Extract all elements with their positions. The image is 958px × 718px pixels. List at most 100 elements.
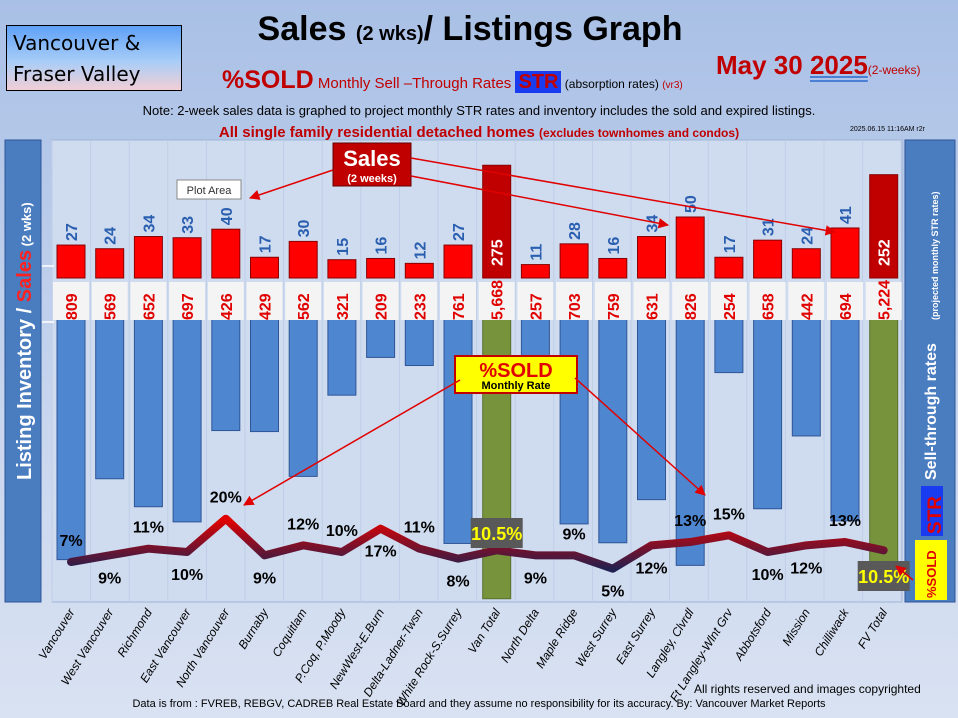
sales-bar (56, 244, 86, 279)
sold-badge-bg (915, 540, 947, 600)
str-label: 10% (752, 567, 784, 584)
subtitle-text: Monthly Sell –Through Rates (313, 75, 516, 92)
str-badge-bg (921, 486, 943, 536)
callout-arrow (243, 379, 461, 506)
sales-label: 34 (645, 215, 662, 233)
str-label: 5% (601, 584, 624, 601)
listing-bar (559, 286, 589, 525)
str-label: 9% (563, 526, 586, 543)
sales-bar (211, 228, 241, 279)
sales-label: 33 (180, 216, 197, 234)
sales-bar (443, 244, 473, 279)
sales-bar (598, 257, 628, 279)
sfr-small: (excludes townhomes and condos) (539, 126, 740, 140)
sfr-text: All single family residential detached h… (218, 124, 540, 141)
sales-label: 275 (490, 239, 507, 266)
listing-label-bg (594, 282, 631, 320)
str-label: 9% (98, 570, 121, 587)
date-suffix: (2-weeks) (867, 63, 921, 77)
sales-bar (172, 237, 202, 279)
listing-label-bg (246, 282, 283, 320)
x-tick-label: Abbotsford (731, 606, 774, 664)
x-tick-label: Coquitlam (269, 606, 310, 659)
sales-bar (250, 256, 279, 279)
plot-area-tooltip: Plot Area (187, 185, 233, 197)
note: Note: 2-week sales data is graphed to pr… (142, 103, 816, 118)
listing-label: 631 (645, 293, 662, 320)
left-axis-label: Listing Inventory / Sales (2 wks) (14, 202, 36, 480)
listing-label: 697 (180, 293, 197, 320)
x-tick-label: Vancouver (35, 605, 78, 662)
sales-label: 24 (799, 227, 816, 245)
subtitle-str: STR (515, 71, 562, 93)
plot-area-tooltip-box (176, 179, 242, 200)
timestamp: 2025.06.15 11:16AM r2r (850, 126, 925, 133)
sales-label: 50 (683, 195, 700, 213)
str-label: 20% (210, 490, 242, 507)
callout-arrow (410, 175, 670, 229)
listing-label: 5,668 (490, 280, 507, 320)
listing-label-bg (130, 282, 167, 320)
sales-callout: Sales (343, 146, 401, 171)
chart-title: Sales (2 wks)/ Listings Graph (230, 10, 710, 53)
listing-label: 652 (141, 293, 158, 320)
total-str-label: 10.5% (471, 524, 522, 544)
sold-callout: %SOLD (479, 360, 552, 382)
listing-label-bg (827, 282, 863, 320)
date-prefix: May 30 (716, 50, 810, 80)
sales-bar (791, 248, 821, 279)
title-main: Sales (257, 10, 356, 48)
sales-bar (830, 227, 860, 279)
sales-label: 17 (258, 235, 275, 253)
callout-arrow (895, 565, 914, 581)
listing-label-bg (788, 282, 825, 320)
sales-bar (869, 174, 899, 279)
str-label: 12% (790, 560, 822, 577)
listing-label-bg (91, 282, 128, 320)
region-box: Vancouver & Fraser Valley (6, 25, 182, 91)
report-date: May 30 2025(2-weeks) (716, 50, 920, 85)
subtitle-sold: %SOLD (222, 66, 314, 94)
listing-bar (133, 286, 163, 508)
sales-label: 28 (567, 222, 584, 240)
sales-bar (520, 264, 550, 279)
x-tick-label: Van Total (465, 606, 503, 656)
listing-bar (443, 286, 473, 544)
sales-bar (714, 256, 744, 279)
sales-label: 41 (838, 206, 855, 224)
region-line2: Fraser Valley (13, 62, 141, 86)
region-line1: Vancouver & (13, 31, 141, 55)
listing-label-bg (362, 282, 399, 320)
subtitle: %SOLD Monthly Sell –Through Rates STR (a… (222, 66, 683, 95)
listing-bar (56, 286, 86, 561)
copyright: All rights reserved and images copyright… (694, 682, 921, 696)
sales-label: 12 (412, 241, 429, 259)
sales-label: 17 (722, 235, 739, 253)
x-tick-label: Chilliwack (811, 605, 852, 659)
listing-bar (830, 286, 860, 522)
listing-bar (637, 286, 666, 501)
listing-label: 254 (722, 293, 739, 320)
sales-callout-sub: (2 weeks) (347, 173, 397, 185)
str-label: 10% (171, 567, 203, 584)
x-tick-label: FV Total (855, 606, 890, 651)
x-tick-label: Burnaby (235, 605, 271, 651)
str-label: 12% (635, 560, 667, 577)
listing-label-bg (710, 282, 747, 320)
left-axis-label-part: Sales (14, 250, 36, 302)
sales-bar (133, 236, 163, 279)
subtitle-abs: (absorption rates) (561, 77, 663, 91)
title-small: (2 wks) (355, 23, 424, 45)
listing-label: 442 (799, 293, 816, 320)
listing-label: 658 (761, 293, 778, 320)
listing-label-bg (323, 282, 360, 320)
listing-label-bg (517, 282, 554, 320)
sales-label: 27 (451, 223, 468, 241)
x-tick-label: Mission (779, 606, 813, 648)
sales-label: 34 (141, 215, 158, 233)
listing-label-bg (285, 282, 322, 320)
sales-bar (404, 262, 434, 279)
listing-label-bg (169, 282, 206, 320)
